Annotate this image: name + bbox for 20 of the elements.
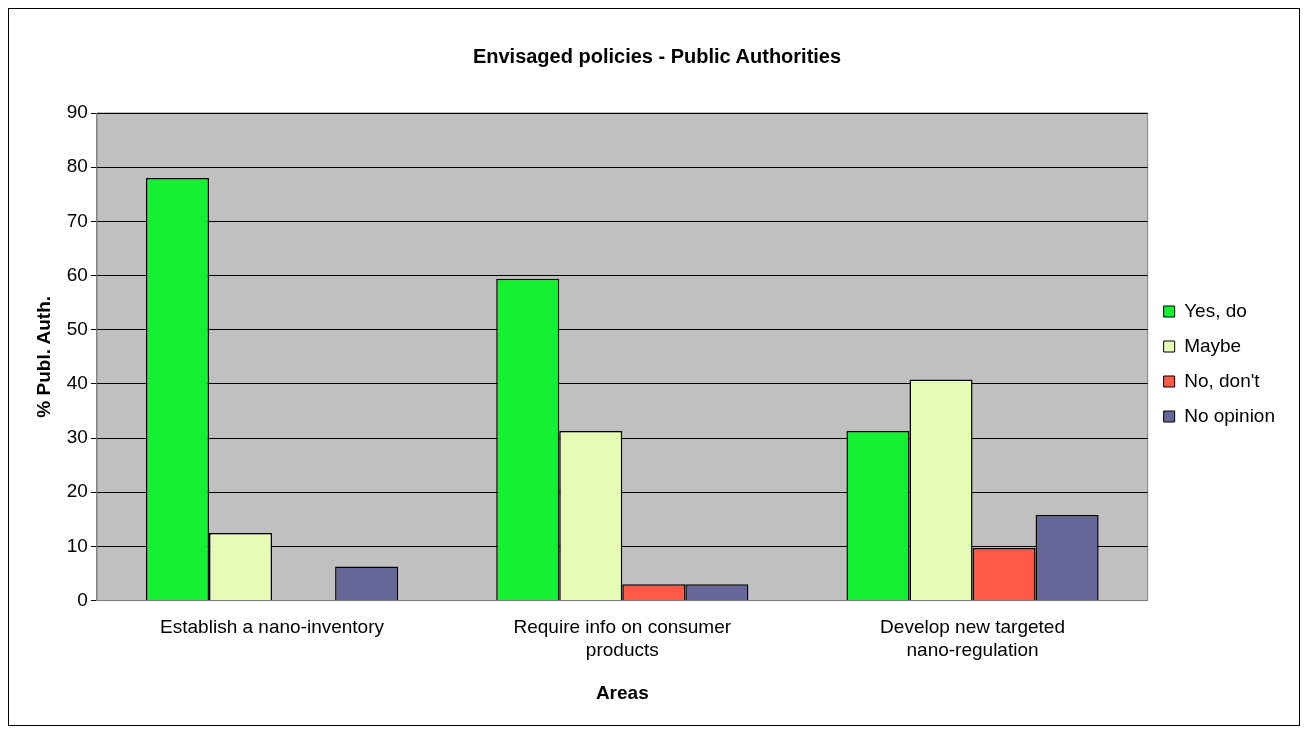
y-tick-label: 90 — [66, 101, 88, 123]
x-tick-label: Develop new targeted nano-regulation — [880, 616, 1065, 661]
y-tick-label: 30 — [66, 426, 88, 448]
y-tick-label: 0 — [77, 588, 88, 610]
chart-title: Envisaged policies - Public Authorities — [472, 44, 842, 67]
y-tick-label: 50 — [66, 317, 88, 339]
y-tick-label: 40 — [66, 372, 88, 394]
y-tick-label: 60 — [66, 263, 88, 285]
x-tick-label: Establish a nano-inventory — [160, 616, 385, 638]
legend-label: Yes, do — [1184, 299, 1247, 321]
y-tick-label: 70 — [66, 209, 88, 231]
legend-label: No opinion — [1184, 404, 1275, 426]
y-tick-label: 20 — [66, 480, 88, 502]
y-axis-title: % Publ. Auth. — [32, 295, 54, 418]
legend-label: Maybe — [1184, 334, 1242, 356]
x-axis-title: Areas — [595, 681, 649, 703]
x-tick-label: Require info on consumer products — [513, 616, 732, 661]
legend-label: No, don't — [1184, 369, 1261, 391]
y-tick-label: 80 — [66, 155, 88, 177]
y-tick-label: 10 — [66, 534, 88, 556]
